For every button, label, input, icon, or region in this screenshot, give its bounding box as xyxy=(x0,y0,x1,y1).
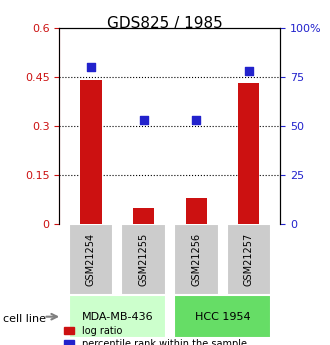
Text: HCC 1954: HCC 1954 xyxy=(195,312,250,322)
Point xyxy=(246,68,251,73)
Legend: log ratio, percentile rank within the sample: log ratio, percentile rank within the sa… xyxy=(64,326,247,345)
Text: GSM21255: GSM21255 xyxy=(139,233,148,286)
FancyBboxPatch shape xyxy=(121,224,166,295)
FancyBboxPatch shape xyxy=(69,224,114,295)
FancyBboxPatch shape xyxy=(174,224,219,295)
Text: GSM21257: GSM21257 xyxy=(244,233,254,286)
FancyBboxPatch shape xyxy=(226,224,271,295)
FancyBboxPatch shape xyxy=(174,295,271,338)
Bar xyxy=(133,208,154,224)
Text: GDS825 / 1985: GDS825 / 1985 xyxy=(107,16,223,30)
Bar xyxy=(238,83,259,224)
Point xyxy=(88,64,94,70)
Text: cell line: cell line xyxy=(3,314,46,324)
Bar xyxy=(186,198,207,224)
Bar xyxy=(81,80,102,224)
Text: GSM21256: GSM21256 xyxy=(191,233,201,286)
FancyBboxPatch shape xyxy=(69,295,166,338)
Point xyxy=(194,117,199,122)
Text: GSM21254: GSM21254 xyxy=(86,233,96,286)
Point xyxy=(141,117,146,122)
Text: MDA-MB-436: MDA-MB-436 xyxy=(82,312,153,322)
